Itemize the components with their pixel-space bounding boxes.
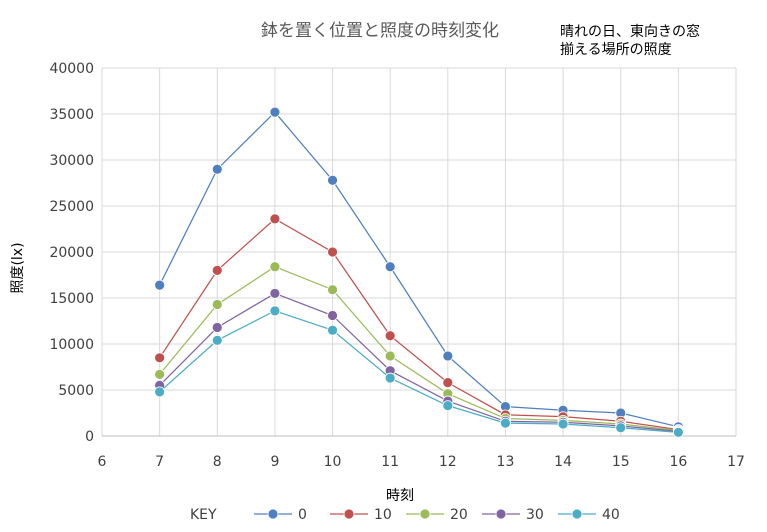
x-tick-label: 17 — [727, 454, 745, 470]
data-point — [154, 352, 166, 364]
legend-item-20: 20 — [406, 507, 468, 523]
data-point — [327, 246, 338, 258]
legend-item-40: 40 — [558, 507, 620, 523]
data-point — [154, 368, 166, 380]
data-point — [211, 299, 223, 310]
data-point — [269, 305, 281, 317]
data-point — [269, 213, 281, 225]
data-point — [327, 174, 338, 186]
data-point — [384, 372, 396, 384]
tick-labels: 0 5000 10000 15000 20000 25000 30000 35000 40000… — [49, 61, 744, 470]
legend-item-0: 0 — [254, 507, 307, 523]
y-tick-label: 20000 — [49, 245, 94, 261]
data-point — [384, 261, 396, 273]
data-point — [269, 106, 281, 118]
legend-marker — [495, 508, 507, 520]
y-tick-label: 10000 — [49, 337, 94, 353]
data-point — [154, 279, 166, 291]
series-10 — [154, 213, 684, 435]
data-point — [615, 422, 627, 434]
x-tick-label: 15 — [612, 454, 630, 470]
legend-marker — [419, 508, 431, 520]
legend-label: 20 — [450, 507, 468, 523]
data-point — [211, 334, 223, 346]
legend: 0 10 20 30 40 — [254, 507, 620, 523]
chart-note-line-1: 晴れの日、東向きの窓 — [560, 23, 700, 40]
x-tick-label: 6 — [98, 454, 107, 470]
x-tick-label: 9 — [270, 454, 279, 470]
chart-title: 鉢を置く位置と照度の時刻変化 — [261, 21, 499, 41]
data-point — [500, 417, 511, 429]
data-point — [327, 310, 338, 321]
data-point — [442, 350, 454, 362]
data-point — [327, 284, 338, 296]
legend-title: KEY — [190, 507, 217, 523]
data-point — [442, 377, 454, 389]
series-line — [159, 292, 679, 433]
data-point — [384, 350, 396, 362]
legend-marker — [343, 508, 355, 520]
legend-label: 40 — [602, 507, 620, 523]
data-point — [557, 418, 569, 430]
legend-marker — [267, 508, 279, 520]
series-line — [159, 266, 679, 432]
data-point — [327, 324, 338, 336]
x-axis-label: 時刻 — [386, 488, 414, 504]
data-point — [672, 426, 684, 438]
chart-note-line-2: 揃える場所の照度 — [560, 42, 672, 58]
x-tick-label: 8 — [213, 454, 222, 470]
legend-item-10: 10 — [330, 507, 392, 523]
series-line — [159, 310, 679, 433]
y-axis-label: 照度(lx) — [10, 242, 26, 293]
series-group — [154, 106, 684, 438]
x-tick-label: 12 — [439, 454, 457, 470]
x-tick-label: 11 — [381, 454, 399, 470]
data-point — [211, 322, 223, 333]
series-20 — [154, 261, 684, 436]
y-tick-label: 0 — [85, 429, 94, 445]
x-tick-label: 14 — [554, 454, 572, 470]
legend-marker — [571, 508, 583, 520]
x-tick-label: 10 — [324, 454, 342, 470]
y-tick-label: 25000 — [49, 199, 94, 215]
data-point — [384, 330, 396, 342]
data-point — [442, 400, 454, 412]
x-tick-label: 13 — [497, 454, 515, 470]
legend-label: 10 — [374, 507, 392, 523]
data-point — [269, 261, 281, 273]
data-point — [211, 163, 223, 175]
grid — [101, 67, 737, 437]
data-point — [211, 264, 223, 276]
y-tick-label: 35000 — [49, 107, 94, 123]
y-tick-label: 5000 — [58, 383, 94, 399]
series-line — [159, 218, 679, 431]
x-tick-label: 7 — [155, 454, 164, 470]
y-tick-label: 30000 — [49, 153, 94, 169]
data-point — [269, 287, 281, 299]
legend-label: 30 — [526, 507, 544, 523]
y-tick-label: 15000 — [49, 291, 94, 307]
series-0 — [154, 106, 684, 433]
series-40 — [154, 305, 684, 438]
series-line — [159, 111, 679, 428]
y-tick-label: 40000 — [49, 61, 94, 77]
data-point — [154, 386, 166, 398]
legend-label: 0 — [298, 507, 307, 523]
legend-item-30: 30 — [482, 507, 544, 523]
x-tick-label: 16 — [669, 454, 687, 470]
